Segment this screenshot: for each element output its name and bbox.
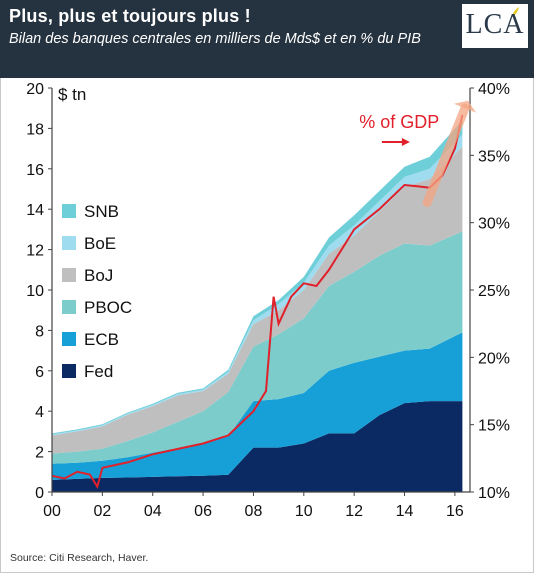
annotation-label: % of GDP <box>359 112 439 132</box>
y-axis-unit-label: $ tn <box>58 85 86 104</box>
x-tick-label: 14 <box>396 503 414 520</box>
y-tick-label-right: 10% <box>478 485 510 502</box>
trend-arrow-head <box>453 100 477 113</box>
y-tick-label-right: 20% <box>478 350 510 367</box>
annotation: % of GDP <box>359 100 477 207</box>
source-note: Source: Citi Research, Haver. <box>10 552 149 564</box>
legend-label-fed: Fed <box>84 362 113 381</box>
annotation-arrow-head <box>401 138 410 146</box>
y-tick-label-right: 30% <box>478 216 510 233</box>
x-tick-label: 02 <box>93 503 111 520</box>
area-fed <box>52 401 463 492</box>
lca-logo: LCA <box>462 4 528 48</box>
y-tick-label-left: 4 <box>35 404 44 421</box>
y-tick-label-left: 14 <box>26 202 44 219</box>
legend-swatch-pboc <box>62 300 76 314</box>
legend-label-snb: SNB <box>84 202 119 221</box>
y-tick-label-right: 15% <box>478 418 510 435</box>
logo-text: LCA <box>465 9 525 40</box>
legend-swatch-fed <box>62 364 76 378</box>
legend-label-ecb: ECB <box>84 330 119 349</box>
x-tick-label: 04 <box>144 503 162 520</box>
y-tick-label-right: 25% <box>478 283 510 300</box>
pct-gdp-line <box>51 114 464 490</box>
y-tick-label-left: 2 <box>35 445 44 462</box>
y-tick-label-right: 40% <box>478 81 510 98</box>
header-banner: Plus, plus et toujours plus ! Bilan des … <box>0 0 534 78</box>
legend-label-boj: BoJ <box>84 266 113 285</box>
y-tick-label-left: 8 <box>35 323 44 340</box>
legend-swatch-snb <box>62 204 76 218</box>
legend-label-pboc: PBOC <box>84 298 132 317</box>
trend-arrow-shaft <box>422 103 470 207</box>
y-tick-label-left: 20 <box>26 81 44 98</box>
y-tick-label-left: 16 <box>26 162 44 179</box>
area-pboc <box>52 231 463 464</box>
y-tick-label-left: 0 <box>35 485 44 502</box>
pct-gdp-layer <box>51 114 464 490</box>
legend-swatch-boe <box>62 236 76 250</box>
legend-swatch-boj <box>62 268 76 282</box>
legend: SNB BoE BoJ PBOC ECB Fed <box>62 202 132 381</box>
x-tick-label: 06 <box>194 503 212 520</box>
page-title: Plus, plus et toujours plus ! <box>9 6 251 26</box>
y-tick-label-left: 12 <box>26 243 44 260</box>
page-subtitle: Bilan des banques centrales en milliers … <box>9 31 421 47</box>
x-tick-label: 16 <box>446 503 464 520</box>
y-tick-label-left: 18 <box>26 121 44 138</box>
y-tick-label-left: 6 <box>35 364 44 381</box>
x-tick-label: 10 <box>295 503 313 520</box>
x-tick-label: 12 <box>345 503 363 520</box>
y-tick-label-right: 35% <box>478 148 510 165</box>
x-tick-label: 00 <box>43 503 61 520</box>
legend-label-boe: BoE <box>84 234 116 253</box>
x-tick-label: 08 <box>245 503 263 520</box>
legend-swatch-ecb <box>62 332 76 346</box>
y-tick-label-left: 10 <box>26 283 44 300</box>
logo-leaf-icon <box>512 7 519 17</box>
